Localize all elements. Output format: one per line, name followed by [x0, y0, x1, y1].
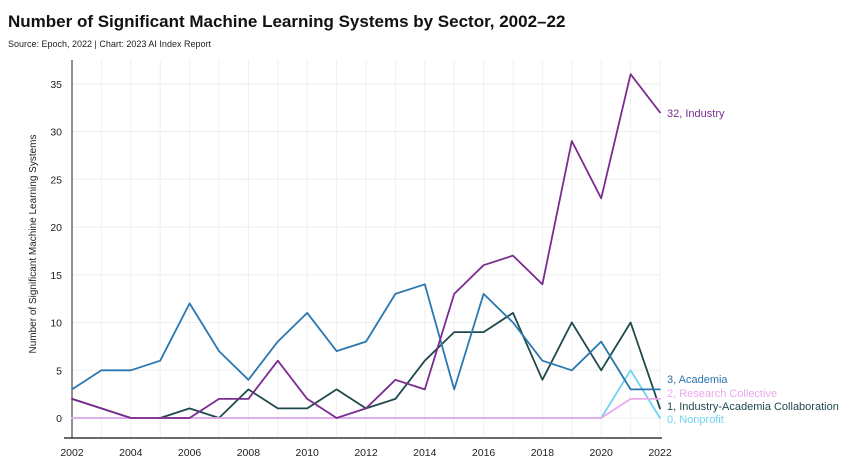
series-end-labels: 32, Industry 3, Academia 2, Research Colle…: [667, 108, 839, 426]
chart-subtitle: Source: Epoch, 2022 | Chart: 2023 AI Ind…: [8, 39, 211, 49]
x-tick-label-2014: 2014: [413, 447, 437, 459]
series-line-industry: [71, 73, 661, 419]
axes: [64, 60, 662, 439]
y-tick-label-30: 30: [50, 127, 62, 139]
y-tick-label-0: 0: [56, 413, 62, 425]
x-tick-label-2002: 2002: [60, 447, 84, 459]
series-end-label-industry: 32, Industry: [667, 108, 725, 120]
y-tick-label-15: 15: [50, 270, 62, 282]
y-tick-label-20: 20: [50, 222, 62, 234]
x-tick-label-2004: 2004: [119, 447, 143, 459]
y-tick-label-5: 5: [56, 365, 62, 377]
y-axis-title: Number of Significant Machine Learning S…: [28, 135, 39, 354]
x-tick-label-2008: 2008: [237, 447, 261, 459]
x-tick-label-2018: 2018: [531, 447, 555, 459]
y-tick-label-10: 10: [50, 318, 62, 330]
series-end-label-industry-academia-collaboration: 1, Industry-Academia Collaboration: [667, 401, 839, 413]
y-tick-label-25: 25: [50, 174, 62, 186]
x-tick-label-2022: 2022: [648, 447, 672, 459]
x-tick-label-2010: 2010: [296, 447, 320, 459]
grid-lines: [71, 60, 661, 438]
series-end-label-research-collective: 2, Research Collective: [667, 388, 777, 400]
series-end-label-academia: 3, Academia: [667, 374, 728, 386]
y-tick-label-35: 35: [50, 79, 62, 91]
x-tick-label-2006: 2006: [178, 447, 202, 459]
series-line-academia: [71, 283, 661, 391]
chart-title: Number of Significant Machine Learning S…: [8, 12, 566, 31]
tick-labels: 2002 2004 2006 2008 2010 2012 2014 2016 2018 2020…: [50, 79, 672, 459]
series-lines: [71, 73, 661, 419]
x-tick-label-2020: 2020: [590, 447, 614, 459]
series-end-label-nonprofit: 0, Nonprofit: [667, 414, 724, 426]
x-tick-label-2016: 2016: [472, 447, 496, 459]
x-tick-label-2012: 2012: [354, 447, 378, 459]
